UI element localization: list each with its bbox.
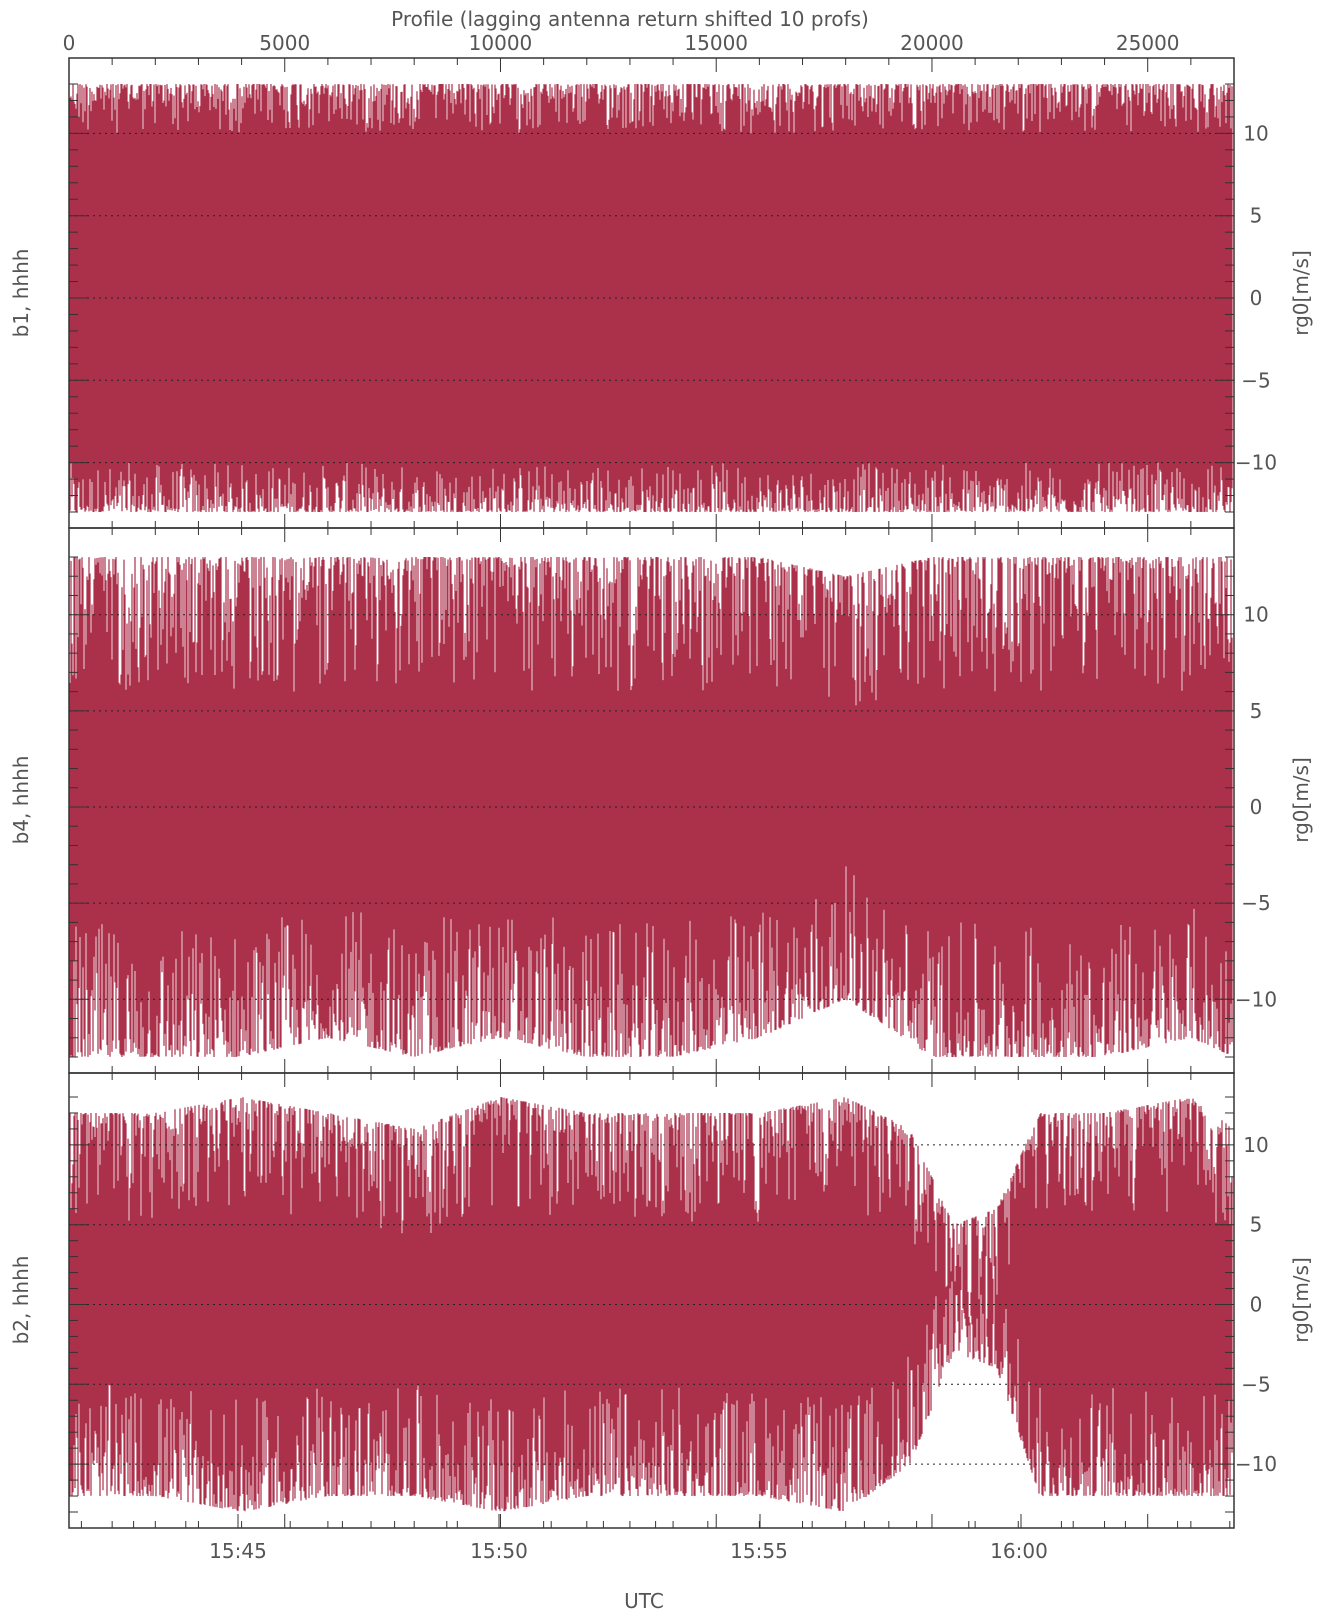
y-tick-label: −5 [1241,891,1270,915]
series-trace [69,557,1233,1057]
panel-label: b4, hhhh [9,756,33,845]
panel-b2: b2, hhhh rg0[m/s] −10 −5 0 5 10 [9,1072,1313,1529]
bottom-axis-ticks: 15:45 15:50 15:55 16:00 [80,1514,1231,1563]
y-tick-label: 5 [1250,204,1263,228]
y-axis-label: rg0[m/s] [1289,757,1313,843]
top-tick-label: 0 [63,31,76,55]
y-tick-label: 10 [1243,603,1268,627]
y-tick-label: −10 [1235,451,1277,475]
bottom-axis-title: UTC [624,1589,664,1613]
data-series [69,557,1233,1057]
top-axis-ticks: 0 5000 10000 15000 20000 25000 [63,31,1180,55]
top-tick-label: 5000 [259,31,310,55]
panel-b4: b4, hhhh rg0[m/s] −10 −5 0 5 10 [9,527,1313,1074]
y-tick-label: −10 [1235,1452,1277,1476]
series-trace [69,84,1233,512]
y-tick-label: −5 [1241,1372,1270,1396]
data-series [69,84,1233,512]
top-tick-label: 25000 [1116,31,1180,55]
bottom-tick-label: 15:50 [470,1539,528,1563]
y-tick-label: 0 [1250,286,1263,310]
y-tick-label: 0 [1250,1293,1263,1317]
top-tick-label: 20000 [900,31,964,55]
y-tick-label: 10 [1243,1133,1268,1157]
y-tick-label: −10 [1235,987,1277,1011]
top-tick-label: 15000 [684,31,748,55]
panel-label: b2, hhhh [9,1256,33,1345]
y-tick-label: 0 [1250,795,1263,819]
y-axis-label: rg0[m/s] [1289,250,1313,336]
bottom-tick-label: 15:45 [209,1539,267,1563]
panel-b1: b1, hhhh rg0[m/s] −10 −5 0 5 10 [9,57,1313,529]
y-axis-label: rg0[m/s] [1289,1257,1313,1343]
bottom-tick-label: 15:55 [730,1539,788,1563]
panel-frame [68,1072,1235,1529]
y-tick-label: 5 [1250,1213,1263,1237]
top-axis-title: Profile (lagging antenna return shifted … [391,7,869,31]
top-tick-label: 10000 [469,31,533,55]
y-tick-label: 5 [1250,699,1263,723]
panel-label: b1, hhhh [9,249,33,338]
bottom-tick-label: 16:00 [990,1539,1048,1563]
y-tick-label: −5 [1241,368,1270,392]
y-tick-label: 10 [1243,121,1268,145]
